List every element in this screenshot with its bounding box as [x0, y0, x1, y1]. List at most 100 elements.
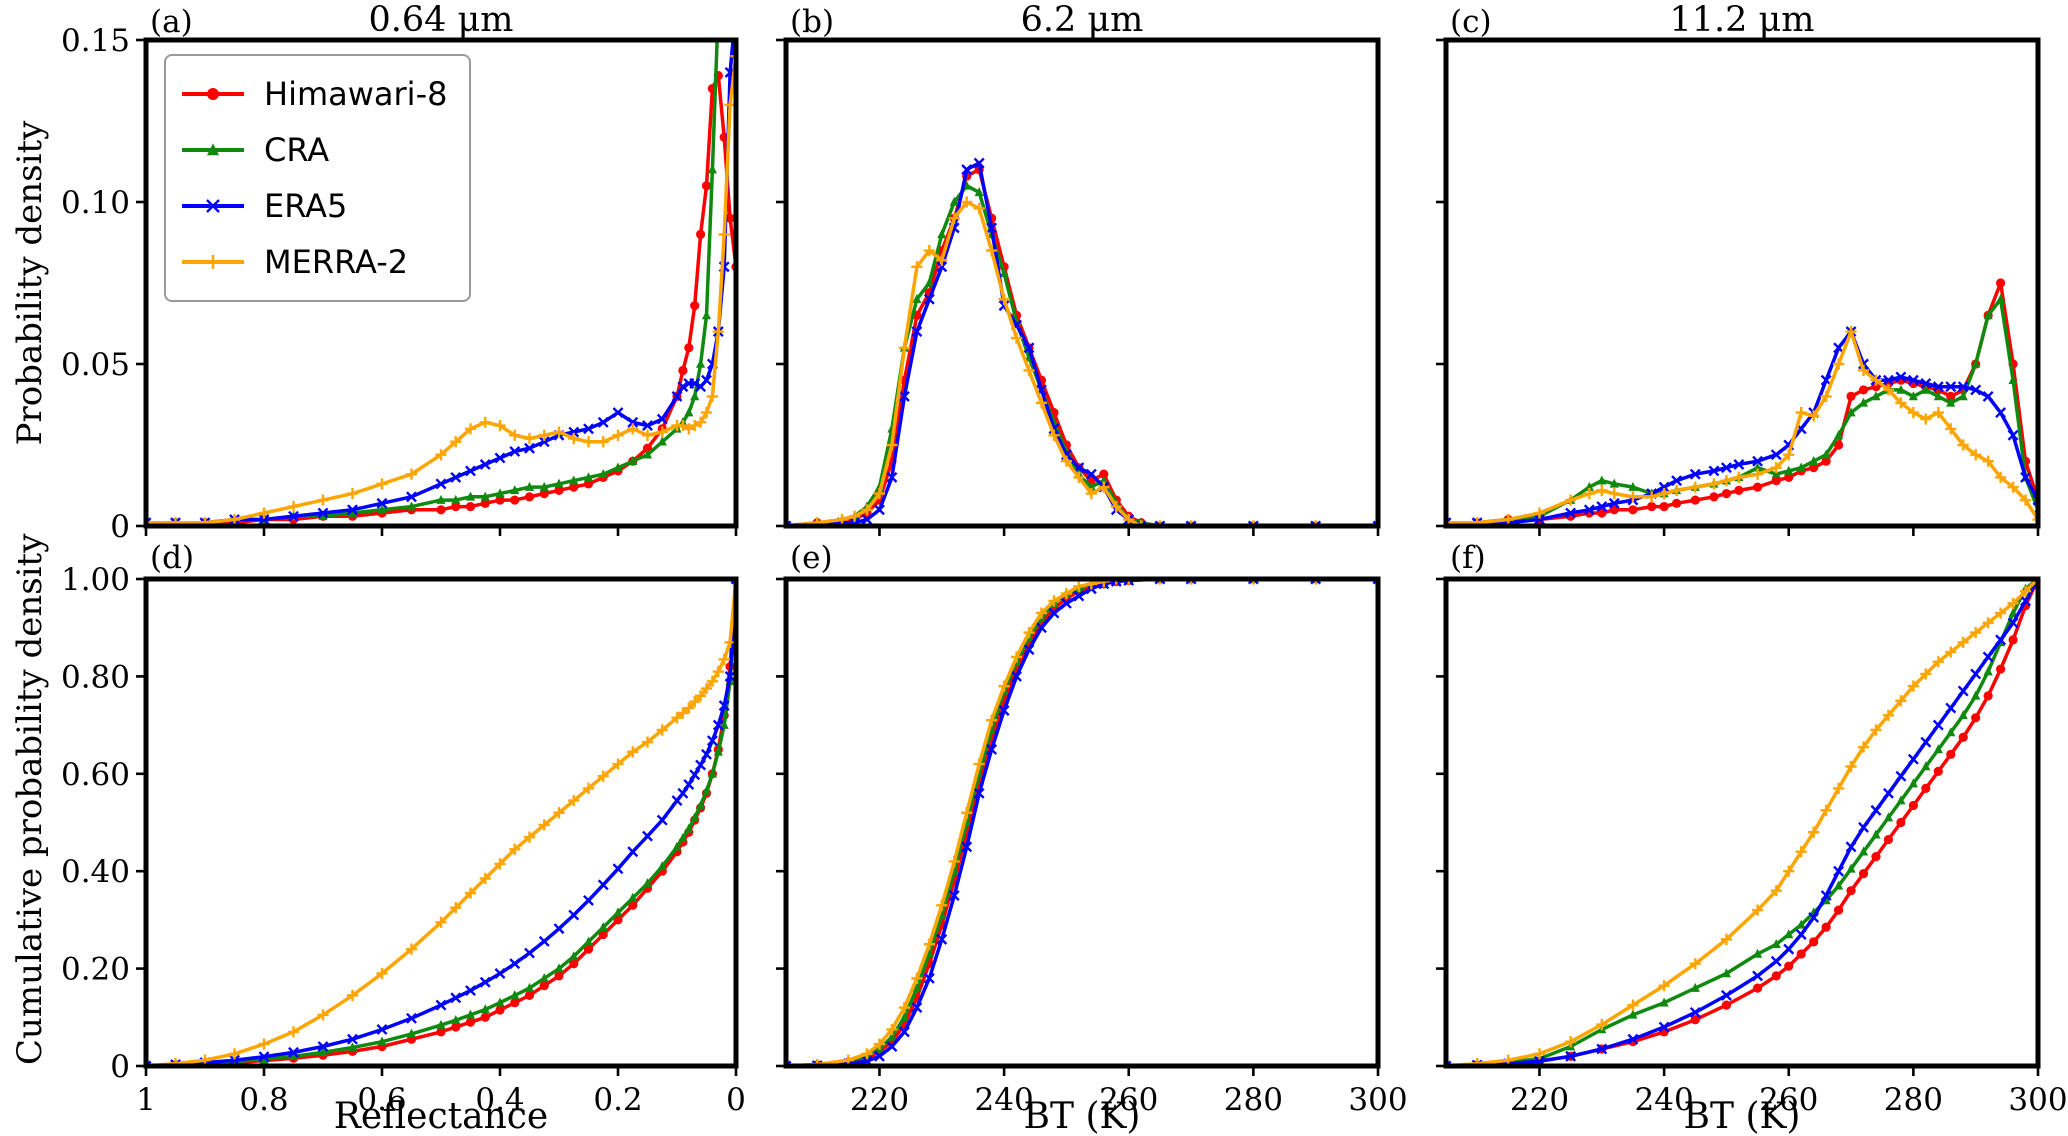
- plus-marker: [1720, 933, 1733, 945]
- plus-marker: [612, 758, 624, 770]
- x-marker: [936, 933, 948, 945]
- circle-marker: [1833, 440, 1844, 450]
- y-tick-label: 0.60: [61, 757, 130, 793]
- panel-b-letter: (b): [790, 4, 835, 40]
- triangle-marker: [510, 485, 520, 495]
- x-marker: [1060, 597, 1072, 609]
- x-marker: [986, 222, 998, 234]
- x-marker: [258, 514, 270, 525]
- triangle-marker: [554, 963, 564, 973]
- series-line-ERA5: [146, 579, 736, 1066]
- x-axis-label-bt-f: BT (K): [1683, 1096, 1801, 1136]
- series-line-CRA: [786, 579, 1378, 1066]
- triangle-marker: [1933, 391, 1943, 401]
- x-marker: [1882, 787, 1894, 799]
- triangle-marker: [598, 468, 608, 478]
- plus-marker: [287, 1026, 300, 1038]
- series-markers-ERA5: [146, 579, 736, 1066]
- x-tick-label: 260: [1099, 1082, 1158, 1118]
- triangle-marker: [524, 481, 535, 491]
- x-marker: [923, 293, 935, 305]
- plus-marker: [1783, 449, 1795, 461]
- plus-marker: [1596, 484, 1608, 496]
- circle-marker: [1809, 463, 1819, 473]
- legend-entry: CRA: [180, 124, 447, 176]
- triangle-marker: [1099, 475, 1109, 485]
- plus-marker: [700, 407, 713, 419]
- x-marker: [568, 909, 580, 921]
- x-marker: [874, 504, 885, 516]
- plus-marker: [1708, 478, 1720, 490]
- plus-marker: [376, 478, 388, 490]
- circle-marker: [583, 944, 594, 954]
- circle-marker: [569, 959, 579, 969]
- plus-marker: [923, 938, 935, 950]
- triangle-marker: [684, 823, 694, 833]
- plus-marker: [1060, 455, 1073, 467]
- plus-marker: [479, 872, 491, 885]
- legend-label: MERRA-2: [264, 243, 409, 281]
- triangle-marker: [1584, 481, 1594, 491]
- triangle-marker: [1752, 948, 1763, 958]
- plus-marker: [538, 819, 550, 831]
- triangle-marker: [347, 507, 358, 517]
- x-tick-label: 220: [850, 1082, 909, 1118]
- x-tick-label: 0: [726, 1082, 746, 1118]
- triangle-marker: [288, 1051, 299, 1061]
- triangle-marker: [912, 294, 922, 303]
- plus-marker: [848, 510, 861, 522]
- circle-marker: [1846, 886, 1856, 896]
- circle-marker: [1659, 501, 1669, 512]
- circle-marker: [554, 971, 564, 981]
- circle-marker: [1597, 508, 1607, 518]
- plus-marker: [656, 426, 668, 438]
- circle-marker: [465, 1017, 476, 1027]
- x-marker: [1770, 955, 1782, 967]
- plus-marker: [2019, 494, 2032, 506]
- panel-f-letter: (f): [1450, 540, 1486, 576]
- x-marker: [627, 846, 639, 858]
- circle-marker: [1921, 783, 1931, 794]
- circle-marker: [1796, 949, 1806, 959]
- plus-marker: [1857, 741, 1870, 753]
- x-tick-label: 280: [1224, 1082, 1283, 1118]
- plus-marker: [1882, 384, 1895, 396]
- circle-marker: [1958, 732, 1968, 742]
- circle-marker: [1996, 278, 2006, 288]
- x-marker: [973, 787, 985, 799]
- triangle-marker: [1983, 310, 1993, 320]
- x-marker: [724, 670, 736, 682]
- triangle-legend-sample-icon: [182, 143, 244, 156]
- x-marker: [494, 968, 506, 979]
- triangle-marker: [707, 164, 717, 174]
- triangle-marker: [480, 491, 490, 501]
- plus-marker: [811, 517, 823, 526]
- plus-marker: [1658, 488, 1670, 500]
- x-marker: [597, 879, 609, 891]
- series-markers-CRA: [146, 579, 736, 1066]
- plus-marker: [1502, 513, 1514, 526]
- y-axis-label-probability-density: Probability density: [10, 120, 50, 446]
- plus-marker: [911, 972, 923, 984]
- plus-marker: [1957, 636, 1969, 648]
- plus-marker: [973, 758, 985, 770]
- triangle-marker: [1771, 468, 1781, 478]
- plus-marker: [553, 807, 565, 819]
- plus-marker: [1110, 500, 1122, 513]
- triangle-marker: [554, 478, 564, 488]
- plus-marker: [641, 429, 654, 441]
- plus-marker: [1010, 651, 1023, 663]
- triangle-marker: [480, 1004, 490, 1014]
- panel-a-title: 0.64 μm: [368, 0, 514, 40]
- x-marker: [1907, 374, 1919, 386]
- panel-b-border: [783, 37, 1381, 529]
- x-marker: [465, 465, 476, 477]
- triangle-marker: [598, 922, 608, 932]
- plus-marker: [1820, 804, 1832, 816]
- x-marker: [861, 514, 873, 525]
- x-marker: [1833, 342, 1845, 354]
- plus-marker: [1945, 423, 1957, 435]
- plus-marker: [1995, 607, 2007, 619]
- circle-marker: [1721, 1000, 1732, 1010]
